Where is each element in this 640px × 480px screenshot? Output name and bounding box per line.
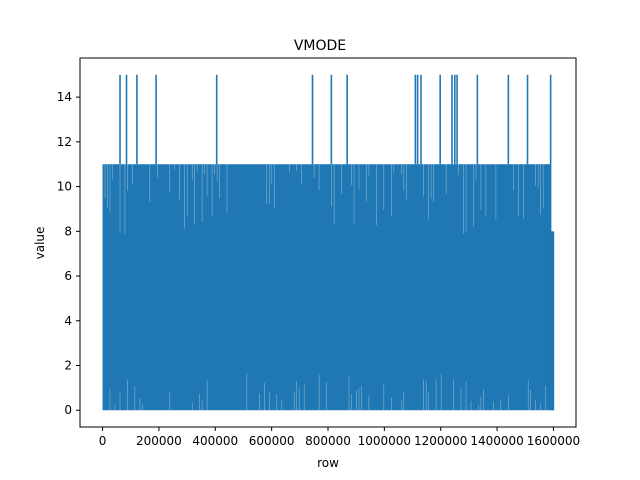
y-axis-label: value	[33, 227, 47, 260]
y-tick-label: 6	[64, 269, 72, 283]
x-tick-label: 1200000	[414, 434, 467, 448]
plot-area	[102, 74, 555, 411]
x-tick-label: 400000	[192, 434, 238, 448]
x-tick-label: 0	[99, 434, 107, 448]
x-tick-label: 600000	[249, 434, 295, 448]
series-tail-block	[550, 231, 554, 411]
x-tick-label: 1600000	[527, 434, 580, 448]
y-axis: 0 2 4 6 8 10 12 14	[57, 90, 80, 417]
x-axis: 0 200000 400000 600000 800000 1000000 1200000 1…	[99, 427, 580, 448]
x-tick-label: 200000	[136, 434, 182, 448]
x-tick-label: 1000000	[358, 434, 411, 448]
series-band	[102, 164, 551, 411]
y-tick-label: 8	[64, 224, 72, 238]
series-texture	[104, 164, 546, 411]
x-tick-label: 800000	[305, 434, 351, 448]
y-tick-label: 4	[64, 314, 72, 328]
y-tick-label: 14	[57, 90, 72, 104]
x-axis-label: row	[317, 456, 339, 470]
x-tick-label: 1400000	[470, 434, 523, 448]
chart-title: VMODE	[294, 38, 346, 54]
y-tick-label: 12	[57, 135, 72, 149]
y-tick-label: 10	[57, 180, 72, 194]
y-tick-label: 2	[64, 359, 72, 373]
y-tick-label: 0	[64, 403, 72, 417]
